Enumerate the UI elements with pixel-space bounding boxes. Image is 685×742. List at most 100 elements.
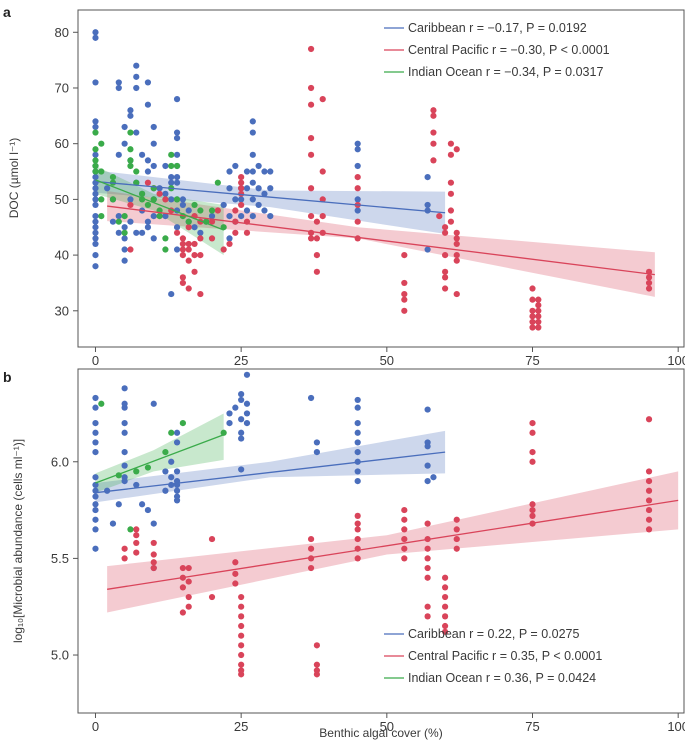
panel-a-indian-ocean-point — [121, 229, 128, 236]
panel-a-caribbean-point — [92, 79, 99, 86]
panel-a-caribbean-point — [238, 196, 245, 203]
panel-a-y-tick-label: 70 — [55, 80, 69, 95]
panel-b-caribbean-point — [150, 400, 157, 407]
panel-a-central-pacific-point — [191, 251, 198, 259]
panel-b-central-pacific-point — [401, 555, 408, 562]
panel-a-caribbean-point — [261, 168, 268, 175]
panel-b-caribbean-point — [424, 462, 431, 469]
panel-a-caribbean-point — [249, 129, 256, 136]
panel-b-central-pacific-point — [453, 526, 460, 533]
panel-b-caribbean-point — [92, 420, 99, 427]
panel-a-caribbean-point — [232, 162, 239, 170]
panel-b-caribbean-point — [138, 501, 146, 508]
panel-b-central-pacific-point — [313, 671, 321, 678]
panel-a-caribbean-point — [261, 190, 268, 197]
panel-b-caribbean-point — [238, 391, 245, 398]
panel-b-letter: b — [3, 369, 12, 385]
panel-b-caribbean-point — [354, 396, 361, 404]
panel-a-central-pacific-point — [307, 151, 315, 158]
panel-a-caribbean-point — [121, 140, 128, 147]
panel-b-x-ticks: 0 25 50 75 100 — [92, 713, 685, 734]
panel-a-caribbean-point — [144, 168, 152, 175]
panel-a-caribbean-point — [150, 123, 157, 131]
panel-a-central-pacific-point — [226, 240, 233, 248]
panel-a-central-pacific-point — [645, 285, 653, 292]
panel-b-x-tick-label: 25 — [234, 719, 248, 734]
panel-a-caribbean-point — [249, 196, 256, 203]
panel-a-caribbean-point — [191, 224, 198, 231]
panel-a-caribbean-point — [354, 146, 361, 153]
panel-a-indian-ocean-point — [214, 179, 221, 186]
panel-a-caribbean-point — [243, 168, 251, 175]
panel-b-indian-ocean-fit-line — [95, 434, 224, 484]
panel-a-indian-ocean-point — [173, 196, 181, 203]
panel-b-central-pacific-point — [179, 609, 186, 616]
panel-a-caribbean-point — [121, 235, 128, 242]
panel-b-fit-lines — [95, 434, 679, 590]
panel-a-indian-ocean-point — [121, 212, 128, 220]
panel-b-central-pacific-point — [354, 535, 361, 543]
panel-b-central-pacific-point — [238, 671, 245, 678]
panel-b-central-pacific-point — [401, 516, 408, 523]
panel-a-central-pacific-point — [307, 45, 315, 53]
panel-a-central-pacific-point — [535, 296, 542, 303]
panel-b-caribbean-point — [238, 416, 245, 423]
panel-a-central-pacific-point — [441, 268, 449, 275]
panel-b-caribbean-point — [173, 497, 181, 504]
panel-a-caribbean-point — [249, 168, 256, 175]
panel-b-y-tick-label: 6.0 — [51, 454, 69, 469]
panel-a-central-pacific-point — [179, 279, 186, 287]
panel-a-legend-entry-indian-ocean: Indian Ocean r = −0.34, P = 0.0317 — [408, 65, 603, 79]
panel-a-central-pacific-point — [436, 212, 443, 220]
panel-a-caribbean-point — [133, 84, 140, 92]
panel-a-caribbean-point — [133, 62, 140, 69]
panel-a-legend-entry-central-pacific: Central Pacific r = −0.30, P < 0.0001 — [408, 43, 610, 57]
panel-a-caribbean-point — [92, 263, 99, 270]
panel-b-caribbean-point — [168, 481, 175, 489]
panel-a-caribbean-point — [150, 235, 157, 242]
panel-b-caribbean-point — [92, 526, 99, 533]
panel-b-caribbean-point — [92, 493, 99, 500]
panel-a-central-pacific-point — [354, 218, 361, 225]
panel-b-central-pacific-point — [185, 564, 192, 572]
panel-b-caribbean-point — [307, 394, 315, 402]
panel-b-caribbean-point — [133, 481, 140, 489]
panel-b-indian-ocean-point — [168, 429, 175, 436]
panel-b-caribbean-point — [354, 429, 361, 436]
panel-b-caribbean-point — [354, 420, 361, 427]
panel-b-caribbean-point — [92, 516, 99, 523]
panel-a-central-pacific-point — [453, 257, 460, 264]
panel-a-central-pacific-point — [243, 229, 251, 236]
panel-b-central-pacific-point — [645, 477, 653, 485]
panel-a-caribbean-point — [168, 179, 175, 186]
panel-a-central-pacific-point — [430, 112, 437, 119]
panel-a-central-pacific-point — [441, 229, 449, 236]
panel-a-caribbean-point — [424, 246, 431, 253]
panel-b-central-pacific-point — [238, 632, 245, 639]
panel-b-central-pacific-point — [307, 564, 315, 572]
panel-b-central-pacific-point — [645, 468, 653, 475]
panel-a-central-pacific-point — [441, 274, 449, 281]
panel-a-central-pacific-point — [447, 151, 455, 158]
panel-b-caribbean-point — [168, 458, 175, 465]
panel-b-caribbean-point — [162, 468, 169, 475]
panel-a-caribbean-fit-line — [95, 180, 446, 214]
panel-b-central-pacific-point — [645, 516, 653, 523]
panel-b-central-pacific-point — [150, 559, 157, 566]
panel-a-caribbean-point — [127, 107, 134, 114]
panel-a-central-pacific-point — [238, 174, 245, 181]
panel-a-caribbean-point — [197, 229, 204, 236]
panel-b-central-pacific-point — [424, 603, 431, 610]
panel-b-central-pacific-point — [645, 497, 653, 504]
panel-a-indian-ocean-point — [98, 196, 105, 203]
panel-b-caribbean-point — [121, 462, 128, 469]
panel-a-fit-lines — [95, 179, 655, 276]
panel-b-central-pacific-point — [424, 520, 431, 527]
panel-b-caribbean-point — [92, 449, 99, 456]
panel-a-central-pacific-point — [401, 251, 408, 259]
panel-b-caribbean-point — [173, 468, 181, 475]
panel-a-central-pacific-point — [453, 240, 460, 248]
panel-a-caribbean-point — [144, 157, 152, 164]
panel-a-indian-ocean-point — [127, 162, 134, 170]
panel-a-central-pacific-point — [179, 274, 186, 281]
